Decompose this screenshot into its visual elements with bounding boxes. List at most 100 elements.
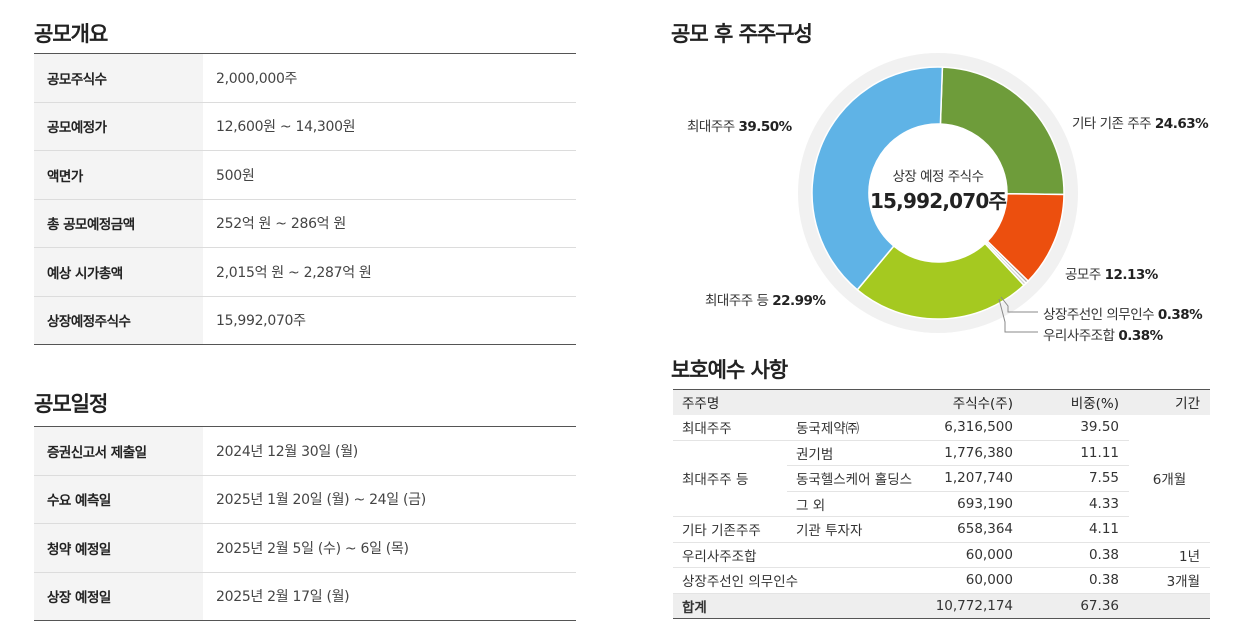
total-label: 합계 (673, 593, 919, 619)
shares-cell: 658,364 (919, 516, 1023, 543)
table-row: 상장 예정일 2025년 2월 17일 (월) (34, 572, 576, 621)
shares-cell: 693,190 (919, 491, 1023, 517)
holder-cell: 기관 투자자 (787, 516, 919, 543)
header-name: 주주명 (673, 389, 919, 415)
donut-hole (869, 124, 1007, 262)
label-other: 기타 기존 주주 24.63% (1072, 112, 1209, 132)
row-label: 청약 예정일 (34, 523, 203, 573)
holder-cell: 동국헬스케어 홀딩스 (787, 465, 919, 492)
label-other-name: 기타 기존 주주 (1072, 116, 1152, 132)
label-largest-name: 최대주주 (687, 119, 735, 135)
row-label: 공모주식수 (34, 53, 203, 103)
total-shares: 10,772,174 (919, 593, 1023, 619)
row-value: 2025년 1월 20일 (월) ~ 24일 (금) (203, 475, 576, 524)
label-largest-etc-pct: 22.99% (772, 293, 826, 309)
shares-cell: 60,000 (919, 567, 1023, 594)
donut-svg (798, 53, 1078, 333)
table-row: 총 공모예정금액 252억 원 ~ 286억 원 (34, 199, 576, 248)
label-largest-etc: 최대주주 등 22.99% (705, 289, 826, 309)
label-esop-pct: 0.38% (1118, 328, 1163, 344)
donut-center-value: 15,992,070주 (869, 189, 1007, 213)
row-value: 2025년 2월 17일 (월) (216, 589, 350, 606)
table-row: 최대주주 동국제약㈜ 6,316,500 39.50 6개월 (673, 414, 1210, 543)
label-esop-name: 우리사주조합 (1043, 328, 1115, 344)
composition-title: 공모 후 주주구성 (671, 22, 813, 46)
ratio-cell: 0.38 (1023, 567, 1129, 594)
shares-cell: 1,776,380 (919, 440, 1023, 466)
label-public: 공모주 12.13% (1065, 263, 1158, 283)
row-label: 증권신고서 제출일 (34, 426, 203, 476)
header-ratio: 비중(%) (1023, 389, 1129, 415)
label-largest-pct: 39.50% (738, 119, 792, 135)
row-value: 12,600원 ~ 14,300원 (203, 102, 576, 151)
period-cell: 1년 (1129, 542, 1210, 568)
shares-cell: 6,316,500 (919, 414, 1023, 441)
row-value: 252억 원 ~ 286억 원 (203, 199, 576, 248)
label-underwriter-pct: 0.38% (1157, 307, 1203, 323)
table-row: 우리사주조합 60,000 0.38 1년 (673, 542, 1210, 568)
row-value: 2025년 2월 5일 (수) ~ 6일 (목) (203, 523, 576, 573)
table-row: 예상 시가총액 2,015억 원 ~ 2,287억 원 (34, 247, 576, 297)
row-label: 공모예정가 (34, 102, 203, 151)
row-label: 액면가 (34, 150, 203, 200)
table-row: 최대주주 등 권기범 1,776,380 11.11 (673, 440, 1210, 517)
ratio-cell: 39.50 (1023, 414, 1129, 441)
row-label: 상장 예정일 (34, 572, 203, 621)
lockup-title: 보호예수 사항 (671, 358, 788, 382)
table-row: 상장예정주식수 15,992,070주 (34, 296, 576, 345)
label-other-pct: 24.63% (1154, 116, 1209, 132)
label-largest-etc-name: 최대주주 등 (705, 293, 769, 309)
period-cell: 3개월 (1129, 567, 1210, 594)
label-esop: 우리사주조합 0.38% (1043, 324, 1163, 344)
offering-table: 공모주식수 2,000,000주 공모예정가 12,600원 ~ 14,300원 액… (34, 53, 576, 345)
group-cell: 우리사주조합 (673, 542, 919, 568)
row-label: 총 공모예정금액 (34, 199, 203, 248)
row-label: 수요 예측일 (34, 475, 203, 524)
schedule-title: 공모일정 (34, 392, 108, 416)
label-largest: 최대주주 39.50% (687, 115, 792, 135)
row-value: 500원 (203, 150, 576, 200)
row-label: 예상 시가총액 (34, 247, 203, 297)
label-underwriter-name: 상장주선인 의무인수 (1043, 307, 1155, 323)
leader-line-esop (998, 298, 1038, 333)
table-row: 액면가 500원 (34, 150, 576, 200)
ratio-cell: 0.38 (1023, 542, 1129, 568)
group-cell: 최대주주 (673, 414, 787, 441)
table-row: 동국헬스케어 홀딩스 1,207,740 7.55 (673, 465, 1210, 492)
table-row: 공모주식수 2,000,000주 (34, 53, 576, 103)
ratio-cell: 11.11 (1023, 440, 1129, 466)
total-ratio: 67.36 (1023, 593, 1129, 619)
table-total-row: 합계 10,772,174 67.36 (673, 593, 1210, 619)
holder-cell: 그 외 (787, 491, 919, 517)
group-cell: 최대주주 등 (673, 440, 787, 517)
header-shares: 주식수(주) (919, 389, 1023, 415)
label-public-pct: 12.13% (1104, 267, 1159, 283)
group-cell: 상장주선인 의무인수 (673, 567, 919, 594)
holder-cell: 동국제약㈜ (787, 414, 919, 441)
row-value: 2,000,000주 (203, 53, 576, 103)
total-period (1129, 593, 1210, 619)
shares-cell: 60,000 (919, 542, 1023, 568)
table-row: 청약 예정일 2025년 2월 5일 (수) ~ 6일 (목) (34, 523, 576, 573)
label-public-name: 공모주 (1065, 267, 1101, 283)
offering-title: 공모개요 (34, 22, 108, 46)
ratio-cell: 7.55 (1023, 465, 1129, 492)
header-period: 기간 (1129, 389, 1210, 415)
holder-cell: 권기범 (787, 440, 919, 466)
shareholder-donut-chart: 상장 예정 주식수 15,992,070주 최대주주 39.50% 기타 기존 … (660, 40, 1239, 350)
lockup-table: 주주명 주식수(주) 비중(%) 기간 최대주주 동국제약㈜ 6,316,500… (673, 389, 1210, 619)
leader-line-underwriter (1000, 296, 1038, 313)
row-value: 2024년 12월 30일 (월) (203, 426, 576, 476)
group-cell: 기타 기존주주 (673, 516, 787, 543)
label-underwriter: 상장주선인 의무인수 0.38% (1043, 303, 1203, 323)
table-row: 그 외 693,190 4.33 (673, 491, 1210, 517)
ratio-cell: 4.33 (1023, 491, 1129, 517)
table-row: 수요 예측일 2025년 1월 20일 (월) ~ 24일 (금) (34, 475, 576, 524)
shares-cell: 1,207,740 (919, 465, 1023, 492)
table-row: 상장주선인 의무인수 60,000 0.38 3개월 (673, 567, 1210, 594)
donut-center-label: 상장 예정 주식수 (892, 169, 984, 185)
ratio-cell: 4.11 (1023, 516, 1129, 543)
table-header-row: 주주명 주식수(주) 비중(%) 기간 (673, 389, 1210, 415)
table-row: 공모예정가 12,600원 ~ 14,300원 (34, 102, 576, 151)
row-value: 2,015억 원 ~ 2,287억 원 (203, 247, 576, 297)
